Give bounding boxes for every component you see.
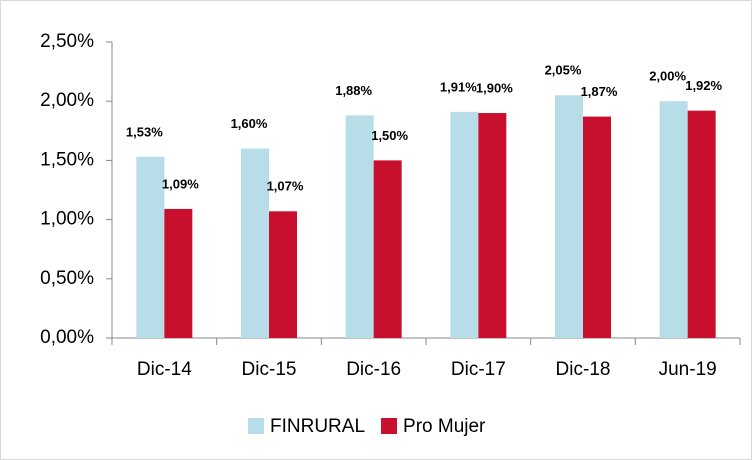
x-tick-label: Dic-15 bbox=[242, 359, 297, 380]
bar bbox=[164, 208, 193, 338]
value-label: 1,07% bbox=[267, 179, 304, 194]
y-tick-label: 2,00% bbox=[40, 90, 94, 111]
bar bbox=[241, 148, 269, 338]
value-label: 1,90% bbox=[476, 80, 513, 95]
legend-swatch bbox=[248, 418, 264, 434]
bar bbox=[583, 116, 611, 338]
x-tick-label: Dic-17 bbox=[451, 359, 506, 380]
value-label: 1,87% bbox=[581, 84, 618, 99]
legend-label: Pro Mujer bbox=[403, 416, 486, 437]
bar bbox=[450, 111, 479, 338]
y-tick-label: 0,50% bbox=[40, 268, 94, 289]
value-label: 2,05% bbox=[545, 63, 582, 78]
value-label: 1,60% bbox=[231, 116, 268, 131]
bar bbox=[555, 95, 583, 338]
legend-label: FINRURAL bbox=[270, 416, 365, 437]
y-tick-label: 1,00% bbox=[40, 209, 94, 230]
value-label: 1,09% bbox=[162, 176, 199, 191]
x-tick-label: Dic-14 bbox=[137, 359, 192, 380]
value-label: 1,91% bbox=[440, 79, 477, 94]
bar bbox=[269, 211, 297, 338]
value-label: 1,88% bbox=[335, 83, 372, 98]
bar bbox=[478, 113, 507, 338]
value-label: 1,50% bbox=[371, 128, 408, 143]
y-tick-label: 2,50% bbox=[40, 31, 94, 52]
bar bbox=[659, 101, 688, 338]
bar bbox=[687, 110, 716, 338]
bar bbox=[373, 160, 402, 338]
y-tick-label: 0,00% bbox=[40, 327, 94, 348]
x-tick-label: Dic-16 bbox=[346, 359, 401, 380]
legend-swatch bbox=[381, 418, 398, 434]
bar bbox=[345, 115, 374, 339]
value-label: 2,00% bbox=[649, 69, 686, 84]
x-tick-label: Dic-18 bbox=[556, 359, 611, 380]
value-label: 1,92% bbox=[685, 78, 722, 93]
x-tick-label: Jun-19 bbox=[659, 359, 717, 380]
bar bbox=[136, 156, 165, 338]
value-label: 1,53% bbox=[126, 124, 163, 139]
y-tick-label: 1,50% bbox=[40, 149, 94, 170]
